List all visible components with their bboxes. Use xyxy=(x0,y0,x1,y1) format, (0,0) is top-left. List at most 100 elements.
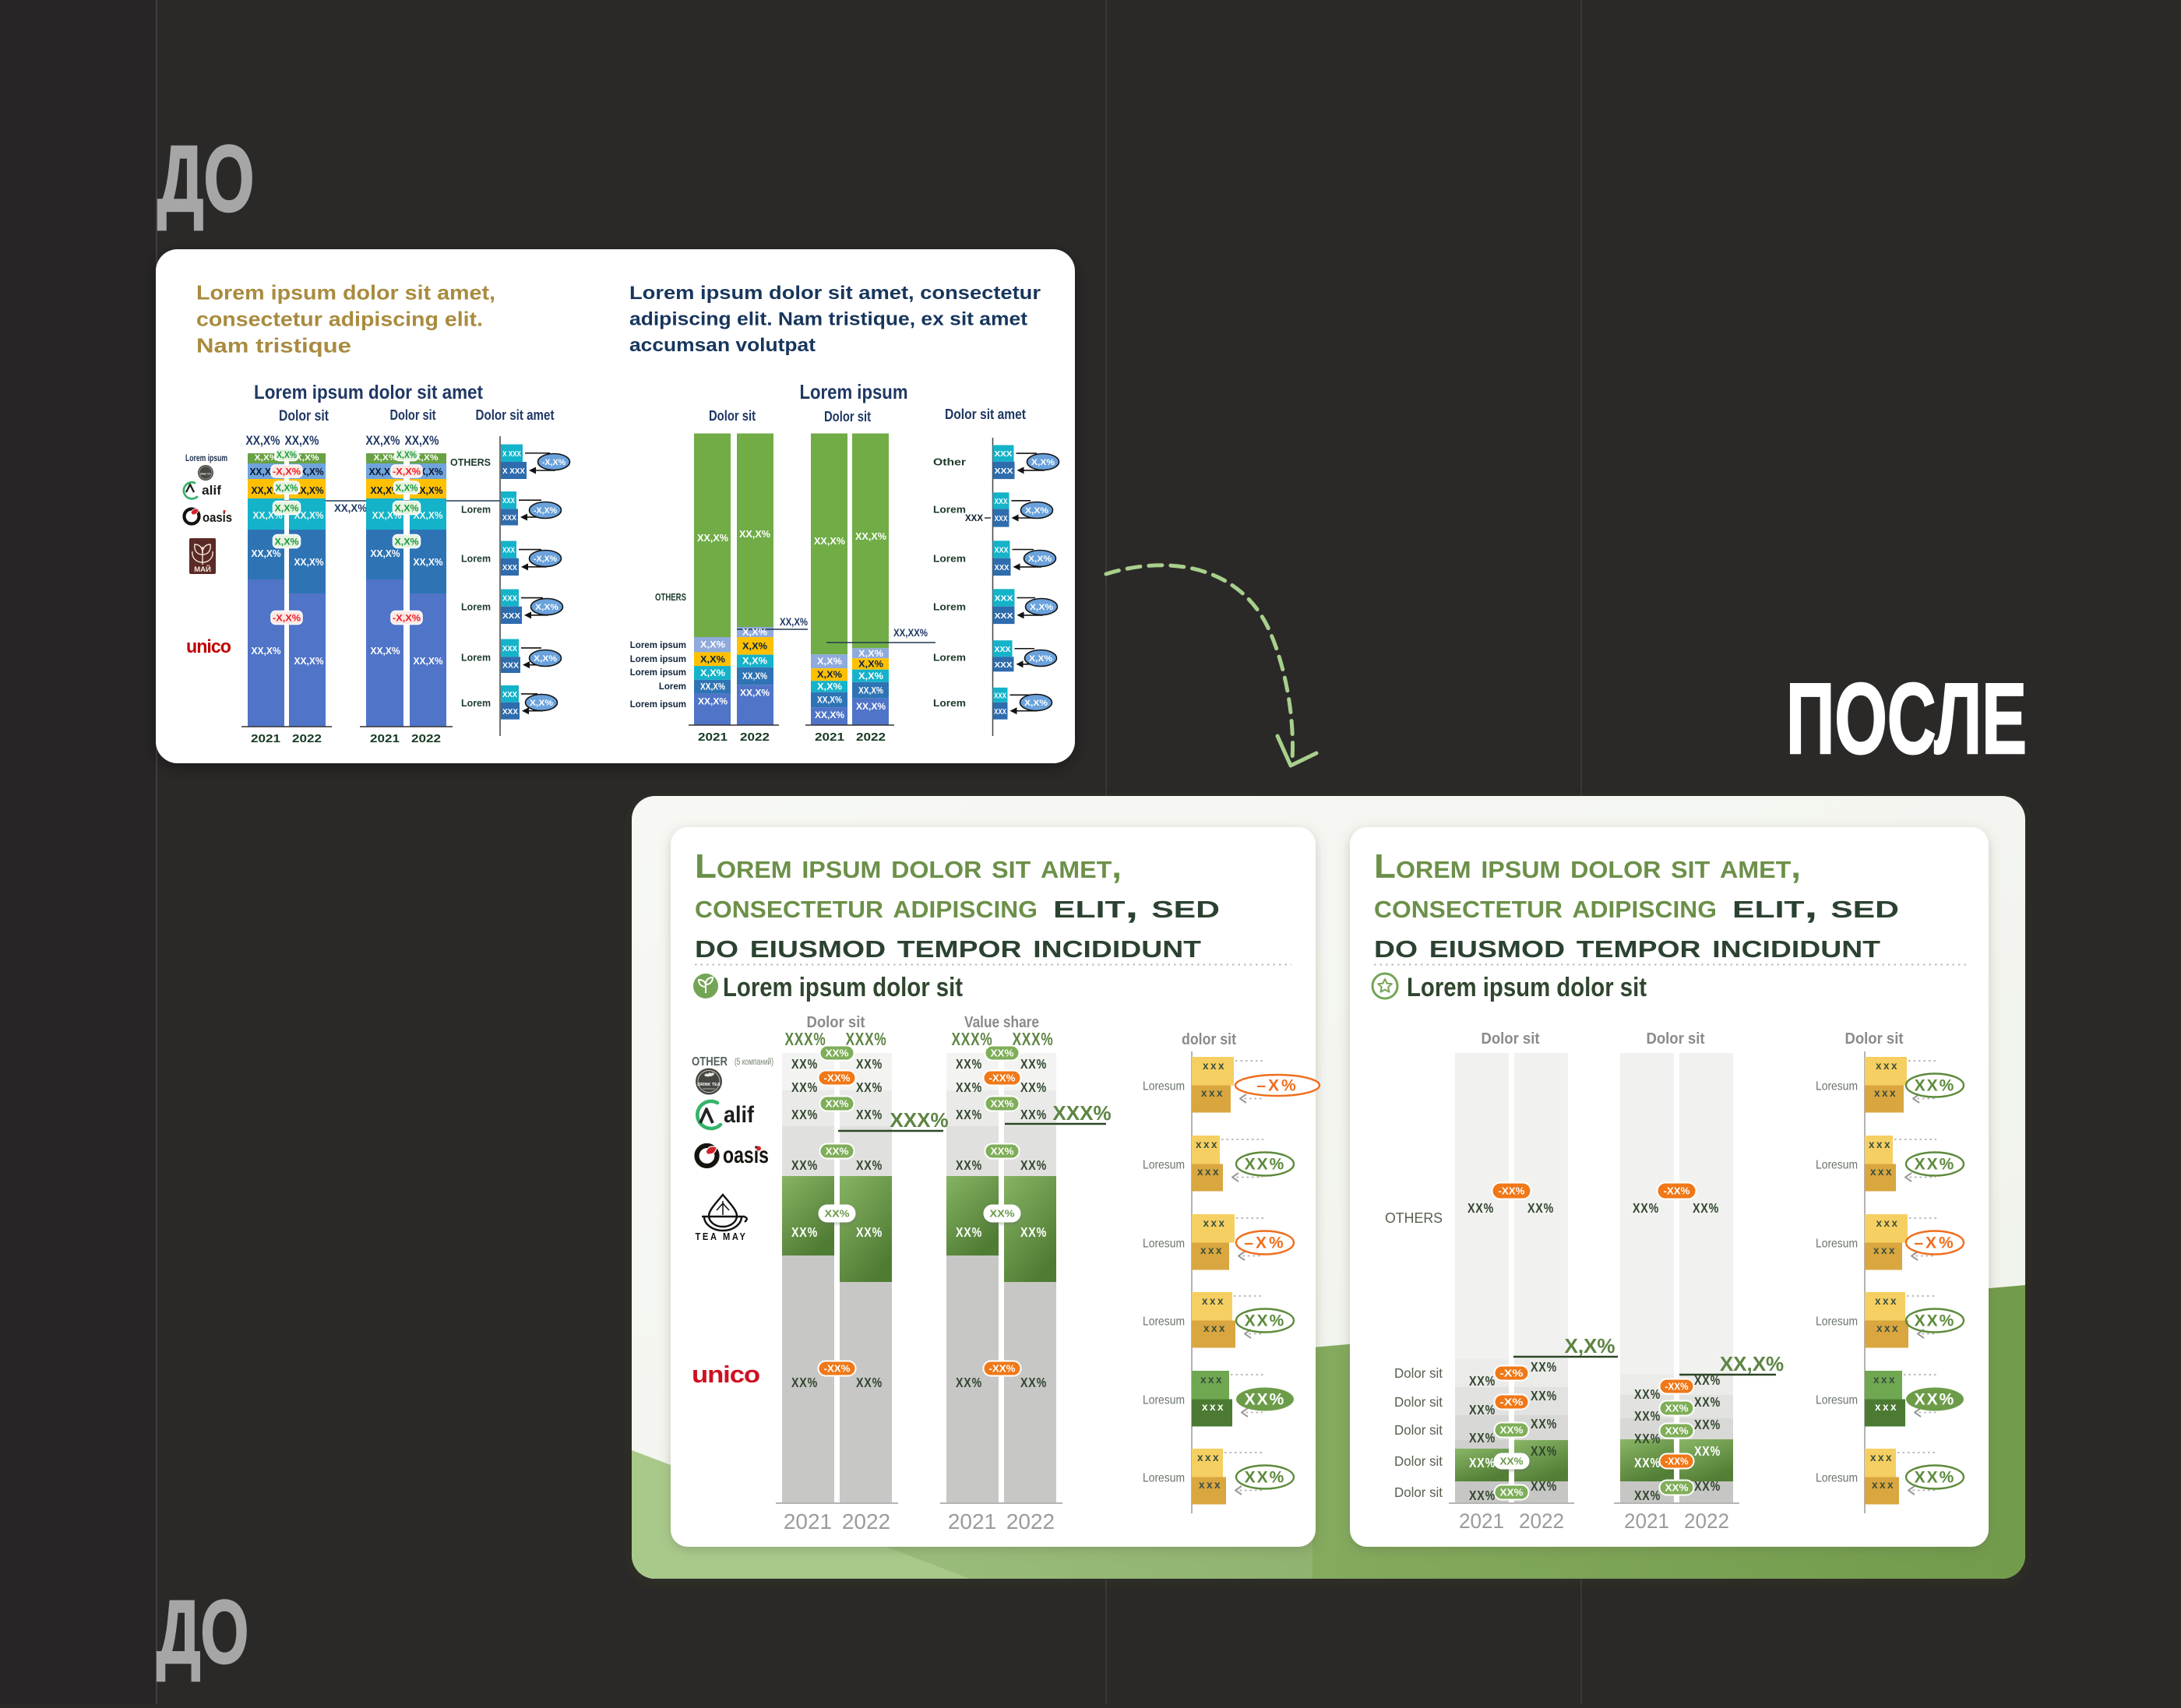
svg-text:X,X%: X,X% xyxy=(275,536,299,547)
svg-text:Loresum: Loresum xyxy=(1143,1080,1185,1093)
svg-text:XX%: XX% xyxy=(791,1079,818,1095)
svg-text:XX%: XX% xyxy=(1665,1483,1689,1494)
svg-text:xxx: xxx xyxy=(1203,1217,1226,1229)
svg-text:XX,X%: XX,X% xyxy=(405,433,439,448)
svg-text:X,X%: X,X% xyxy=(1564,1334,1615,1358)
svg-text:Loresum: Loresum xyxy=(1816,1394,1858,1407)
svg-text:Dolor sit: Dolor sit xyxy=(279,408,329,424)
svg-text:accumsan volutpat: accumsan volutpat xyxy=(629,335,816,356)
svg-text:-X,X%: -X,X% xyxy=(542,458,566,467)
svg-text:XX%: XX% xyxy=(1531,1359,1557,1375)
svg-text:Lorem: Lorem xyxy=(933,697,966,709)
svg-text:xxx: xxx xyxy=(1199,1479,1222,1491)
svg-text:XX%: XX% xyxy=(990,1209,1015,1220)
svg-text:Dolor sit: Dolor sit xyxy=(1845,1030,1904,1048)
svg-text:XX%: XX% xyxy=(1500,1425,1524,1436)
svg-text:X,X%: X,X% xyxy=(276,482,298,493)
svg-text:XXX: XXX xyxy=(995,449,1013,459)
svg-text:Dolor sit: Dolor sit xyxy=(824,409,871,424)
svg-text:Loresum: Loresum xyxy=(1143,1159,1185,1172)
svg-text:xxx: xxx xyxy=(1202,1295,1225,1307)
svg-text:X,X%: X,X% xyxy=(742,629,767,638)
svg-text:XX%: XX% xyxy=(856,1157,883,1173)
svg-text:xxx: xxx xyxy=(1203,1322,1227,1334)
svg-text:-X,X%: -X,X% xyxy=(393,612,421,623)
svg-text:XXX: XXX xyxy=(995,645,1011,654)
svg-text:–X%: –X% xyxy=(1244,1234,1285,1252)
svg-text:-XX%: -XX% xyxy=(824,1364,851,1375)
svg-text:Loresum: Loresum xyxy=(1143,1394,1185,1407)
svg-text:X,X%: X,X% xyxy=(1030,603,1053,612)
svg-text:Lorem: Lorem xyxy=(933,601,966,613)
svg-text:Nam tristique: Nam tristique xyxy=(196,334,351,357)
svg-text:XXX: XXX xyxy=(502,707,518,717)
svg-text:TEA MAY: TEA MAY xyxy=(696,1231,748,1242)
svg-text:XX,X%: XX,X% xyxy=(371,484,400,496)
svg-text:МАЙ: МАЙ xyxy=(194,565,211,574)
svg-text:xxx: xxx xyxy=(1200,1374,1224,1386)
svg-text:2022: 2022 xyxy=(1519,1509,1564,1533)
svg-text:XX,X%: XX,X% xyxy=(414,556,443,568)
svg-text:X,X%: X,X% xyxy=(396,451,417,460)
svg-text:OTHERS: OTHERS xyxy=(655,591,686,603)
svg-text:XXX: XXX xyxy=(995,594,1013,604)
svg-text:XX%: XX% xyxy=(956,1079,982,1095)
svg-text:DRINK TEA: DRINK TEA xyxy=(697,1083,720,1087)
svg-text:XX%: XX% xyxy=(791,1375,818,1390)
svg-text:XX%: XX% xyxy=(856,1224,883,1240)
svg-text:X,X%: X,X% xyxy=(415,453,439,463)
svg-text:Lorem ipsum dolor sit amet,: Lorem ipsum dolor sit amet, xyxy=(196,281,495,305)
svg-text:Lorem: Lorem xyxy=(933,553,966,565)
svg-text:Lorem ipsum dolor sit amet: Lorem ipsum dolor sit amet xyxy=(254,382,484,403)
svg-text:XX%: XX% xyxy=(956,1375,982,1390)
svg-text:Lorem ipsum dolor sit amet, co: Lorem ipsum dolor sit amet, consectetur xyxy=(629,283,1041,304)
svg-text:XX%: XX% xyxy=(1915,1391,1956,1409)
svg-text:xxx: xxx xyxy=(1874,1087,1897,1099)
svg-text:X,X%: X,X% xyxy=(255,453,278,463)
svg-text:oasis: oasis xyxy=(723,1143,769,1168)
svg-text:-XX%: -XX% xyxy=(1665,1382,1689,1393)
svg-text:XXX: XXX xyxy=(995,497,1008,506)
svg-text:2021: 2021 xyxy=(948,1509,996,1534)
svg-text:XX%: XX% xyxy=(1245,1312,1286,1330)
svg-text:X XXX: X XXX xyxy=(502,467,525,476)
svg-text:XX,X%: XX,X% xyxy=(780,615,808,628)
svg-text:XXX: XXX xyxy=(995,546,1009,555)
svg-text:Lorem ipsum: Lorem ipsum xyxy=(630,655,686,664)
svg-text:ДО: ДО xyxy=(157,1582,248,1682)
svg-text:XXX: XXX xyxy=(502,644,517,653)
svg-text:-X,X%: -X,X% xyxy=(534,506,557,516)
svg-text:consectetur adipiscing: consectetur adipiscing xyxy=(1374,887,1717,925)
svg-text:Dolor sit: Dolor sit xyxy=(807,1013,865,1031)
svg-text:X,X%: X,X% xyxy=(817,682,842,692)
svg-text:-X,X%: -X,X% xyxy=(534,555,557,564)
svg-text:XX%: XX% xyxy=(856,1079,883,1095)
svg-text:X,X%: X,X% xyxy=(700,669,725,678)
svg-text:-XX%: -XX% xyxy=(989,1073,1016,1084)
svg-text:2021: 2021 xyxy=(370,732,400,745)
svg-text:XX%: XX% xyxy=(1020,1056,1047,1072)
svg-text:Loresum: Loresum xyxy=(1816,1080,1858,1093)
svg-text:XX,X%: XX,X% xyxy=(246,433,280,448)
svg-text:unico: unico xyxy=(186,636,231,657)
svg-text:OTHERS: OTHERS xyxy=(450,456,491,468)
svg-text:xxx: xxx xyxy=(1870,1166,1894,1178)
svg-text:XX%: XX% xyxy=(826,1146,849,1157)
svg-text:2022: 2022 xyxy=(740,731,770,744)
svg-text:XX,X%: XX,X% xyxy=(814,535,845,547)
svg-text:XX%: XX% xyxy=(1634,1386,1661,1402)
svg-text:do eiusmod tempor incididunt: do eiusmod tempor incididunt xyxy=(695,927,1201,965)
svg-text:XXX: XXX xyxy=(502,496,515,505)
svg-text:XX%: XX% xyxy=(1245,1391,1286,1409)
svg-text:XX,X%: XX,X% xyxy=(697,532,728,544)
svg-text:X,X%: X,X% xyxy=(1028,555,1052,564)
svg-text:XX,X%: XX,X% xyxy=(815,710,844,720)
svg-text:XXX: XXX xyxy=(994,691,1006,700)
svg-text:XX,X%: XX,X% xyxy=(414,509,443,521)
svg-text:XX%: XX% xyxy=(1020,1375,1047,1390)
svg-text:XX,X%: XX,X% xyxy=(334,502,368,514)
svg-text:XX%: XX% xyxy=(856,1375,883,1390)
svg-text:XX%: XX% xyxy=(1915,1156,1956,1174)
svg-text:XX%: XX% xyxy=(791,1157,818,1173)
svg-text:XXX%: XXX% xyxy=(952,1029,993,1049)
